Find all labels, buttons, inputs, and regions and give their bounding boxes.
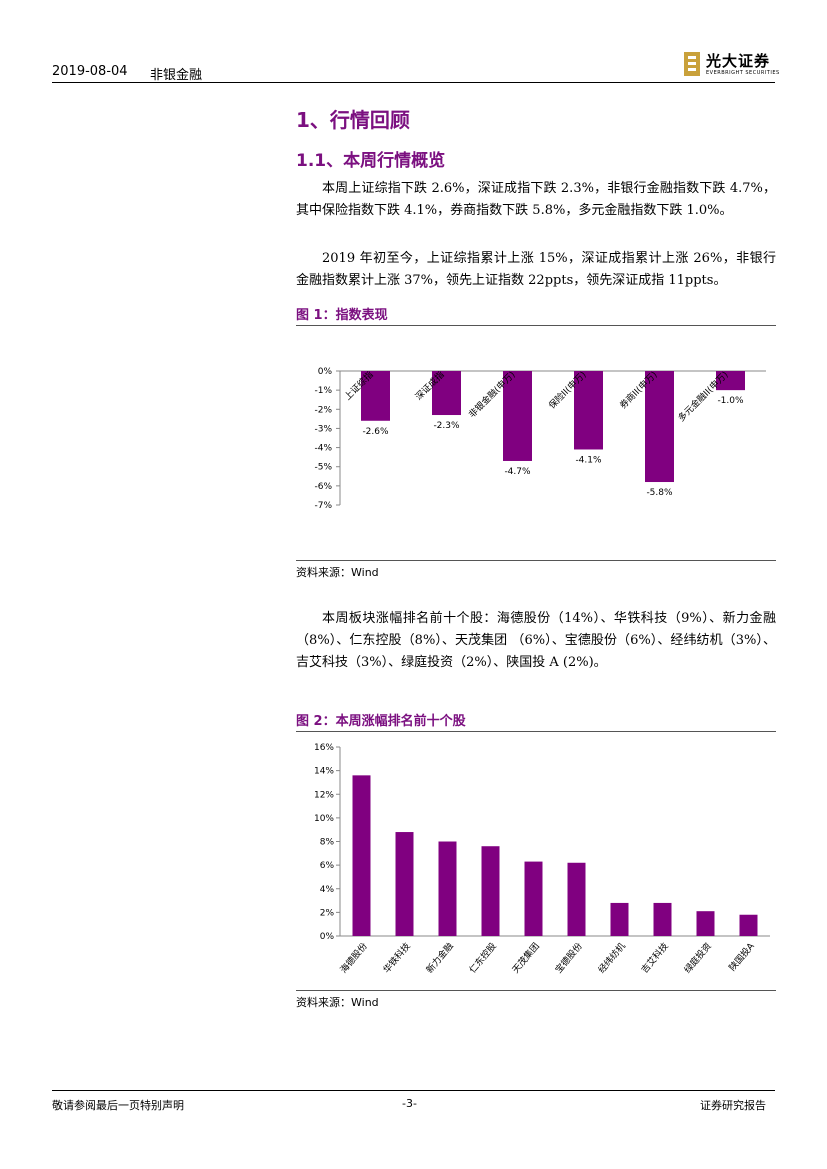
header-date: 2019-08-04	[52, 64, 128, 79]
bar	[361, 371, 390, 421]
category-label: 陕国投A	[726, 940, 757, 974]
y-tick-label: 4%	[320, 885, 335, 895]
y-tick-label: 8%	[320, 838, 335, 848]
category-label: 经纬纺机	[595, 940, 627, 975]
bar	[739, 914, 758, 936]
footer-disclaimer: 敬请参阅最后一页特别声明	[52, 1099, 184, 1112]
figure-2-bottom-rule	[296, 990, 776, 991]
y-tick-label: -3%	[314, 424, 332, 434]
y-tick-label: 12%	[314, 790, 334, 800]
category-label: 吉艾科技	[638, 940, 670, 975]
category-label: 新力金融	[423, 940, 455, 975]
figure-2-title: 图 2：本周涨幅排名前十个股	[296, 714, 466, 729]
y-tick-label: 0%	[318, 367, 333, 377]
bar	[653, 902, 672, 936]
bar	[395, 832, 414, 936]
y-tick-label: 0%	[320, 932, 335, 942]
section-heading: 1、行情回顾	[296, 108, 410, 132]
figure-1-title: 图 1：指数表现	[296, 308, 388, 323]
data-label: -4.1%	[575, 455, 602, 465]
bar	[610, 902, 629, 936]
y-tick-label: 16%	[314, 743, 334, 753]
bar	[481, 846, 500, 936]
category-label: 绿庭投资	[681, 940, 713, 975]
figure-1-bottom-rule	[296, 560, 776, 561]
footer-report-type: 证券研究报告	[700, 1099, 766, 1112]
header-divider	[52, 82, 775, 83]
company-logo-icon	[684, 52, 700, 76]
bar	[574, 371, 603, 450]
data-label: -5.8%	[646, 488, 673, 498]
category-label: 海德股份	[337, 940, 369, 975]
y-tick-label: 14%	[314, 767, 334, 777]
bar	[524, 861, 543, 936]
y-tick-label: 10%	[314, 814, 334, 824]
paragraph-weekly-overview: 本周上证综指下跌 2.6%，深证成指下跌 2.3%，非银行金融指数下跌 4.7%…	[296, 181, 776, 218]
bar	[696, 911, 715, 936]
data-label: -4.7%	[504, 467, 531, 477]
bar	[438, 841, 457, 936]
subsection-heading: 1.1、本周行情概览	[296, 151, 446, 171]
category-label: 宝德股份	[552, 940, 584, 975]
index-performance-chart: 0%-1%-2%-3%-4%-5%-6%-7%-2.6%上证综指-2.3%深证成…	[314, 367, 766, 511]
footer-divider	[52, 1090, 775, 1091]
y-tick-label: -7%	[314, 501, 332, 511]
figure-1-source: 资料来源：Wind	[296, 566, 379, 579]
figure-2-top-rule	[296, 731, 776, 732]
bar	[432, 371, 461, 416]
category-label: 华铁科技	[380, 940, 412, 975]
figure-2-source: 资料来源：Wind	[296, 996, 379, 1009]
data-label: -1.0%	[717, 396, 744, 406]
header-sector: 非银金融	[150, 68, 203, 83]
category-label: 天茂集团	[509, 940, 541, 975]
y-tick-label: 2%	[320, 908, 335, 918]
y-tick-label: -1%	[314, 386, 332, 396]
top-gainers-chart: 0% 2% 4% 6% 8% 10% 12% 14% 16% 海德股份 华铁科技 新力金融 仁东控股 天茂…	[314, 743, 770, 976]
y-tick-label: -2%	[314, 405, 332, 415]
bar	[716, 371, 745, 391]
data-label: -2.6%	[362, 427, 389, 437]
category-label: 仁东控股	[466, 940, 498, 975]
y-tick-label: -4%	[314, 444, 332, 454]
paragraph-top-gainers: 本周板块涨幅排名前十个股：海德股份（14%）、华铁科技（9%）、新力金融（8%）…	[296, 611, 776, 670]
bar	[567, 862, 586, 936]
logo-text-cn: 光大证券	[706, 52, 771, 70]
bar	[503, 371, 532, 461]
logo-text-en: EVERBRIGHT SECURITIES	[706, 70, 780, 76]
data-label: -2.3%	[433, 421, 460, 431]
bar	[645, 371, 674, 483]
y-tick-label: 6%	[320, 861, 335, 871]
bar	[352, 775, 371, 936]
page-number: -3-	[402, 1097, 417, 1110]
paragraph-ytd-performance: 2019 年初至今，上证综指累计上涨 15%，深证成指累计上涨 26%，非银行金…	[296, 251, 776, 288]
figure-1-top-rule	[296, 325, 776, 326]
y-tick-label: -6%	[314, 482, 332, 492]
y-tick-label: -5%	[314, 463, 332, 473]
